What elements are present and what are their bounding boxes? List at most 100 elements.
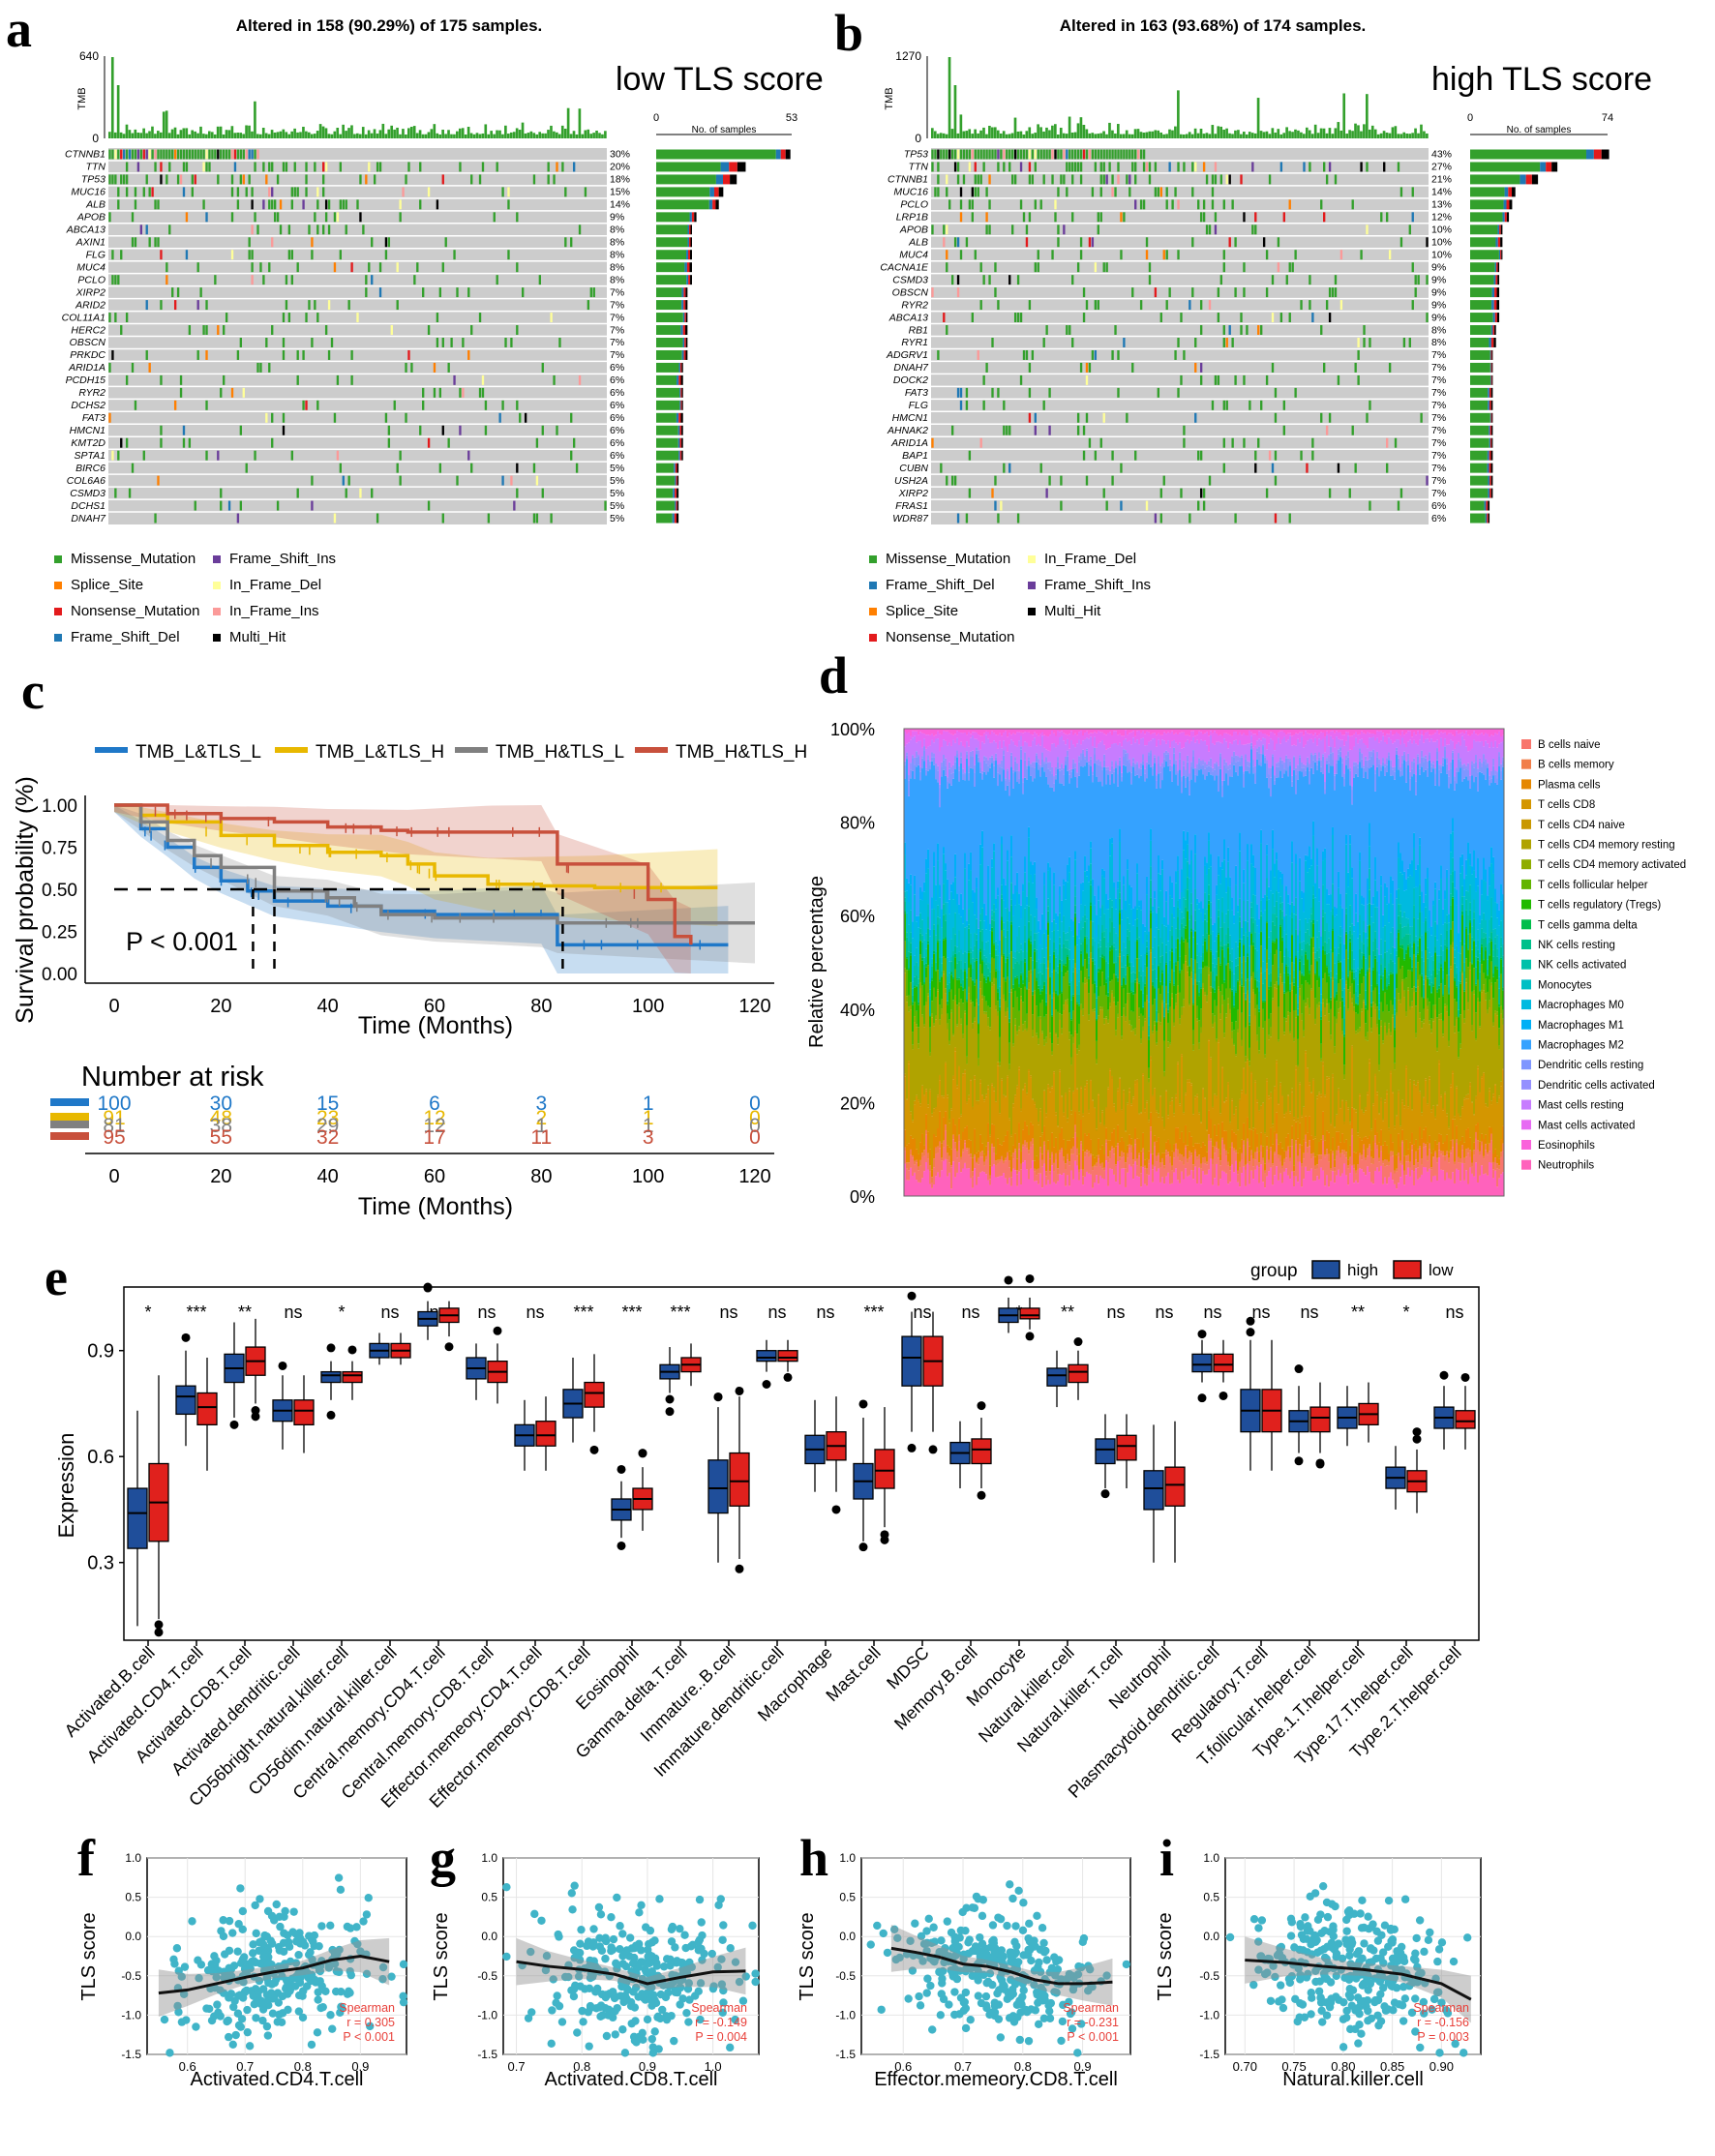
stack-segment bbox=[921, 768, 924, 892]
stack-segment bbox=[1041, 1153, 1044, 1160]
stack-segment bbox=[1086, 750, 1089, 763]
stack-segment bbox=[1158, 873, 1160, 908]
mutation-cell bbox=[262, 162, 265, 172]
gene-label: ALB bbox=[908, 236, 928, 248]
tmb-bar bbox=[1062, 133, 1066, 138]
stack-segment bbox=[1130, 732, 1133, 745]
stack-segment bbox=[904, 1147, 907, 1152]
mutation-cell bbox=[305, 162, 308, 172]
stack-segment bbox=[1084, 738, 1087, 757]
mutation-cell bbox=[604, 500, 607, 511]
gene-label: OBSCN bbox=[70, 337, 106, 348]
stack-segment bbox=[1117, 881, 1120, 889]
stack-segment bbox=[948, 973, 951, 983]
stack-segment bbox=[1163, 1168, 1166, 1184]
stack-segment bbox=[1030, 874, 1033, 915]
stack-segment bbox=[910, 1167, 913, 1196]
stack-segment bbox=[968, 746, 971, 766]
stack-segment bbox=[1012, 772, 1015, 789]
mutation-cell bbox=[1234, 513, 1237, 524]
stack-segment bbox=[1074, 729, 1077, 734]
stack-segment bbox=[985, 1155, 988, 1160]
count-bar-other bbox=[1494, 262, 1497, 273]
stack-segment bbox=[1165, 952, 1168, 963]
stack-segment bbox=[912, 1155, 915, 1158]
mutation-cell bbox=[194, 149, 196, 160]
stack-segment bbox=[1053, 969, 1056, 993]
stack-segment bbox=[923, 1094, 926, 1096]
legend-swatch bbox=[869, 555, 877, 563]
stack-segment bbox=[995, 1009, 998, 1102]
mutation-cell bbox=[1114, 149, 1117, 160]
count-bar-other bbox=[690, 237, 692, 248]
stack-segment bbox=[1072, 734, 1075, 745]
stack-segment bbox=[950, 1165, 953, 1168]
mutation-cell bbox=[1320, 412, 1323, 423]
stack-segment bbox=[960, 969, 963, 984]
stack-segment bbox=[1022, 960, 1025, 973]
mutation-cell bbox=[1117, 174, 1120, 185]
stack-segment bbox=[1005, 884, 1008, 909]
stack-segment bbox=[954, 734, 957, 743]
stack-segment bbox=[1059, 1153, 1062, 1175]
stack-segment bbox=[914, 875, 917, 895]
mutation-cell bbox=[1034, 262, 1037, 273]
mutation-cell bbox=[931, 149, 934, 160]
stack-segment bbox=[1140, 967, 1143, 976]
mutation-cell bbox=[481, 387, 485, 398]
stack-segment bbox=[1134, 742, 1137, 764]
stack-segment bbox=[978, 999, 980, 1005]
stack-segment bbox=[1063, 729, 1066, 734]
stack-segment bbox=[906, 1002, 909, 1099]
count-bar-other bbox=[1494, 313, 1497, 323]
stack-segment bbox=[970, 729, 973, 734]
stack-segment bbox=[999, 971, 1002, 987]
gene-label: TP53 bbox=[904, 149, 928, 161]
stack-segment bbox=[1130, 744, 1133, 766]
stack-segment bbox=[954, 969, 957, 996]
mutation-cell bbox=[1328, 488, 1332, 498]
mutation-cell bbox=[123, 174, 126, 185]
mutation-cell bbox=[1126, 412, 1128, 423]
tmb-bar bbox=[1142, 133, 1146, 138]
tmb-bar bbox=[1382, 131, 1386, 138]
stack-segment bbox=[1018, 1026, 1021, 1031]
count-bar-other bbox=[1601, 149, 1610, 160]
stack-segment bbox=[1142, 1073, 1145, 1076]
stack-segment bbox=[1082, 753, 1085, 767]
mutation-cell bbox=[239, 174, 243, 185]
mutation-cell bbox=[254, 162, 256, 172]
stack-segment bbox=[989, 1179, 992, 1185]
tmb-bar bbox=[1208, 134, 1212, 138]
mutation-cell bbox=[1222, 199, 1225, 210]
stack-segment bbox=[1148, 1120, 1151, 1123]
mutation-cell bbox=[1217, 313, 1220, 323]
stack-segment bbox=[1014, 1018, 1017, 1026]
stack-segment bbox=[1012, 1168, 1015, 1196]
count-bar-other bbox=[681, 349, 684, 360]
stack-segment bbox=[978, 1023, 980, 1025]
stack-segment bbox=[1154, 969, 1157, 988]
mutation-cell bbox=[484, 425, 488, 435]
legend-swatch bbox=[1028, 555, 1036, 563]
stack-segment bbox=[1098, 1138, 1100, 1155]
mutation-cell bbox=[148, 237, 151, 248]
stack-segment bbox=[935, 779, 938, 885]
stack-segment bbox=[1096, 914, 1098, 938]
stack-segment bbox=[1028, 760, 1031, 766]
stack-segment bbox=[968, 732, 971, 747]
stack-segment bbox=[979, 948, 982, 952]
stack-segment bbox=[1018, 904, 1021, 927]
stack-segment bbox=[925, 963, 928, 968]
stack-segment bbox=[1032, 729, 1035, 735]
tmb-bar bbox=[1271, 128, 1275, 138]
stack-segment bbox=[1098, 968, 1100, 973]
stack-segment bbox=[1096, 747, 1098, 761]
stack-segment bbox=[947, 745, 949, 778]
stack-segment bbox=[1034, 969, 1037, 991]
stack-segment bbox=[950, 883, 953, 892]
stack-segment bbox=[1063, 1010, 1066, 1113]
stack-segment bbox=[1078, 1180, 1081, 1196]
stack-segment bbox=[970, 933, 973, 948]
stack-segment bbox=[1067, 738, 1069, 751]
